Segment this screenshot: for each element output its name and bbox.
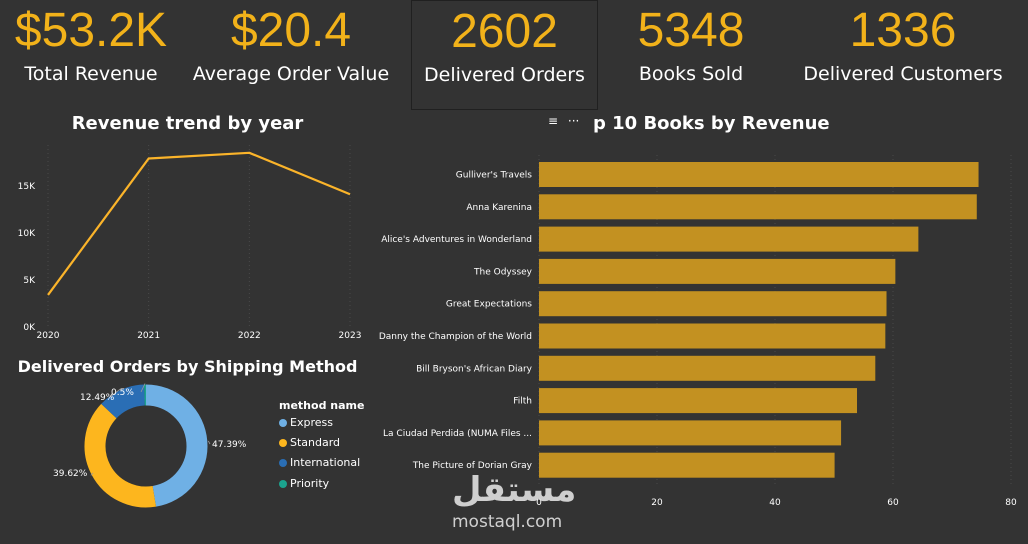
- legend-dot: [279, 438, 287, 447]
- kpi-label: Delivered Customers: [803, 63, 1003, 85]
- shipping-donut-chart: 47.39% 39.62% 12.49%0.5%: [53, 383, 247, 508]
- slice-label: 39.62%: [53, 469, 88, 479]
- donut-slice: [101, 384, 146, 419]
- kpi-total-revenue[interactable]: $53.2K Total Revenue: [8, 0, 174, 108]
- category-label: Filth: [513, 397, 532, 407]
- kpi-delivered-orders[interactable]: 2602 Delivered Orders: [411, 0, 598, 110]
- bar: [539, 291, 887, 317]
- bar: [539, 226, 919, 252]
- revenue-series-line: [47, 151, 351, 296]
- bar: [539, 194, 977, 220]
- category-label: Alice's Adventures in Wonderland: [381, 235, 532, 245]
- y-tick-label: 0K: [23, 323, 36, 333]
- x-tick-label: 2023: [339, 331, 362, 341]
- kpi-label: Delivered Orders: [424, 64, 585, 86]
- leader-line: [90, 472, 94, 476]
- donut-slice: [145, 384, 208, 507]
- legend-dot: [279, 458, 287, 467]
- bar: [539, 323, 886, 349]
- category-label: Great Expectations: [446, 300, 532, 310]
- kpi-value: 5348: [637, 4, 745, 57]
- bar: [539, 388, 858, 414]
- slice-label: 12.49%: [80, 393, 115, 403]
- x-tick-label: 0: [536, 498, 542, 508]
- legend-label: International: [290, 456, 361, 469]
- leader-line: [140, 383, 146, 393]
- x-tick-label: 80: [1005, 498, 1017, 508]
- visual-header-icons[interactable]: ≡ ···: [548, 114, 579, 128]
- revenue-line-chart: 0K 5K 10K 15K 2020 2021 2022 2023: [18, 145, 362, 341]
- leader-line: [207, 440, 211, 445]
- kpi-value: $53.2K: [14, 4, 168, 57]
- donut-slice: [84, 403, 157, 508]
- slice-label: 47.39%: [212, 440, 247, 450]
- kpi-delivered-customers[interactable]: 1336 Delivered Customers: [786, 0, 1020, 108]
- legend-label: Standard: [290, 436, 341, 449]
- category-label: Gulliver's Travels: [456, 171, 533, 181]
- legend-label: Priority: [290, 477, 330, 490]
- line-chart-title: Revenue trend by year: [71, 113, 304, 134]
- category-label: Danny the Champion of the World: [379, 332, 532, 342]
- kpi-average-order-value[interactable]: $20.4 Average Order Value: [182, 0, 400, 108]
- x-tick-label: 40: [769, 498, 781, 508]
- legend-item-international[interactable]: International: [279, 456, 360, 469]
- legend-dot: [279, 479, 287, 488]
- legend-item-standard[interactable]: Standard: [279, 436, 340, 449]
- bar: [539, 258, 896, 284]
- x-tick-label: 2021: [137, 331, 160, 341]
- x-tick-label: 60: [887, 498, 899, 508]
- filter-icon[interactable]: ≡: [548, 114, 559, 128]
- category-label: Anna Karenina: [466, 203, 532, 213]
- kpi-label: Total Revenue: [24, 63, 158, 85]
- bar: [539, 355, 876, 381]
- legend-label: Express: [290, 416, 333, 429]
- y-tick-label: 10K: [18, 229, 36, 239]
- y-tick-label: 5K: [23, 276, 36, 286]
- category-label: The Odyssey: [473, 267, 533, 277]
- leader-line: [109, 388, 121, 398]
- more-options-icon[interactable]: ···: [567, 114, 580, 128]
- kpi-label: Books Sold: [638, 63, 744, 85]
- donut-chart-title: Delivered Orders by Shipping Method: [17, 357, 358, 376]
- legend-title: method name: [279, 399, 365, 412]
- x-tick-label: 2020: [37, 331, 60, 341]
- bar: [539, 420, 842, 446]
- y-tick-label: 15K: [18, 182, 36, 192]
- watermark-logo-arabic: مستقل: [452, 470, 577, 510]
- category-label: La Ciudad Perdida (NUMA Files ...: [383, 429, 532, 439]
- category-label: The Picture of Dorian Gray: [412, 461, 533, 471]
- watermark-logo-latin: mostaql.com: [452, 512, 563, 532]
- bar: [539, 452, 835, 478]
- legend-item-express[interactable]: Express: [279, 416, 333, 429]
- kpi-value: $20.4: [230, 4, 352, 57]
- kpi-value: 1336: [849, 4, 957, 57]
- legend-dot: [279, 418, 287, 427]
- kpi-label: Average Order Value: [192, 63, 390, 85]
- x-tick-label: 2022: [238, 331, 261, 341]
- bar: [539, 162, 979, 187]
- top-books-bar-chart: 0 20 40 60 80 Gulliver's Travels Anna Karenina…: [379, 155, 1017, 508]
- bar-chart-title: p 10 Books by Revenue: [593, 113, 830, 134]
- kpi-books-sold[interactable]: 5348 Books Sold: [606, 0, 776, 108]
- kpi-value: 2602: [451, 5, 558, 58]
- slice-label: 0.5%: [111, 388, 134, 398]
- legend-item-priority[interactable]: Priority: [279, 477, 329, 490]
- category-label: Bill Bryson's African Diary: [416, 364, 533, 374]
- x-tick-label: 20: [651, 498, 663, 508]
